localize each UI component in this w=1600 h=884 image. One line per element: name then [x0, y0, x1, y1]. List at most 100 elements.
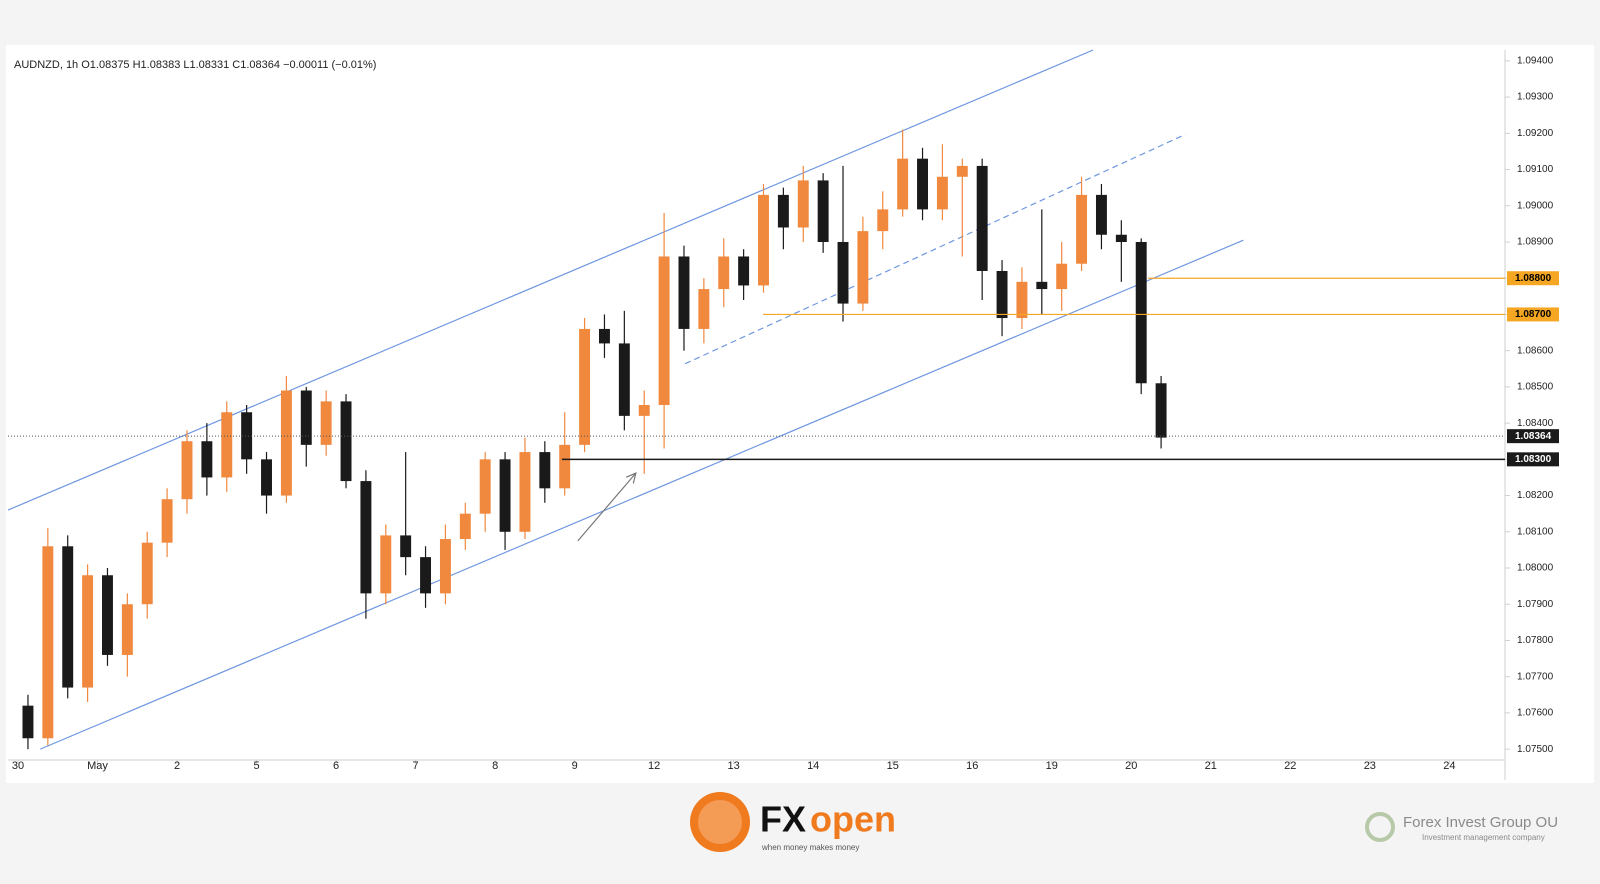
x-tick-label: 24 [1443, 760, 1455, 772]
candle-body [400, 535, 412, 558]
y-tick-label: 1.09200 [1517, 128, 1554, 139]
chart-panel [6, 45, 1594, 783]
x-tick-label: 21 [1205, 760, 1217, 772]
candle-body [82, 575, 94, 688]
last-price-box [1507, 429, 1559, 444]
candle-body [976, 165, 988, 271]
logo-fx: FX [760, 799, 806, 840]
candle-body [360, 481, 372, 594]
trendline [7, 49, 1094, 511]
arrow [577, 473, 636, 542]
x-tick-label: 15 [887, 760, 899, 772]
last-price-label: 1.08364 [1515, 431, 1552, 442]
y-tick-label: 1.09300 [1517, 92, 1554, 103]
candle-body [857, 231, 869, 304]
company: Forex Invest Group OU Investment managem… [1365, 812, 1558, 842]
y-tick-label: 1.08900 [1517, 237, 1554, 248]
x-tick-label: 23 [1364, 760, 1376, 772]
candle-body [141, 542, 153, 605]
candle-body [837, 241, 849, 304]
y-tick-label: 1.07600 [1517, 708, 1554, 719]
level-label: 1.08300 [1515, 454, 1552, 465]
candle-body [221, 412, 233, 478]
level-label-box [1507, 452, 1559, 467]
y-tick-label: 1.08400 [1517, 418, 1554, 429]
company-icon [1365, 812, 1395, 842]
candle-body [380, 535, 392, 594]
candle-body [559, 444, 571, 489]
candle-body [340, 401, 352, 482]
x-tick-label: 20 [1125, 760, 1137, 772]
candle-body [1036, 281, 1048, 290]
candle-body [320, 401, 332, 445]
candle-body [439, 539, 451, 594]
candle-body [499, 459, 511, 532]
candle-body [62, 546, 74, 688]
y-tick-label: 1.08200 [1517, 490, 1554, 501]
candle-body [996, 270, 1008, 319]
plot-area [7, 49, 1244, 750]
candle-body [797, 180, 809, 228]
candle-body [718, 256, 730, 290]
level-label-box [1507, 307, 1559, 322]
candle-body [936, 176, 948, 210]
y-tick-label: 1.09000 [1517, 200, 1554, 211]
candle-body [261, 459, 272, 496]
candle-body [201, 441, 213, 478]
candle-body [777, 194, 789, 228]
candle-body [479, 459, 491, 514]
candle-body [280, 390, 292, 496]
candle-body [618, 343, 630, 416]
candle-body [1076, 194, 1088, 264]
logo-emblem [690, 792, 750, 852]
x-tick-label: 19 [1046, 760, 1058, 772]
candle-body [917, 158, 928, 210]
candle-body [1135, 241, 1147, 384]
candle-body [420, 557, 432, 594]
candle-body [1016, 281, 1028, 319]
x-tick-label: 16 [966, 760, 978, 772]
candle-body [758, 194, 769, 286]
y-tick-label: 1.07700 [1517, 671, 1554, 682]
candle-body [877, 209, 889, 232]
logo-open: open [810, 799, 896, 840]
x-tick-label: 22 [1284, 760, 1296, 772]
y-tick-label: 1.09400 [1517, 56, 1554, 67]
candle-body [539, 452, 551, 489]
x-tick-label: 6 [333, 760, 339, 772]
y-tick-label: 1.09100 [1517, 164, 1554, 175]
candle-body [181, 441, 193, 500]
candle-body [897, 158, 909, 210]
candle-body [161, 499, 173, 543]
candle-body [738, 256, 750, 286]
candle-body [658, 256, 670, 405]
candle-body [1095, 194, 1107, 235]
candle-body [817, 180, 829, 242]
y-tick-label: 1.08000 [1517, 563, 1554, 574]
x-tick-label: 30 [12, 760, 24, 772]
x-tick-label: 7 [413, 760, 419, 772]
y-tick-label: 1.08100 [1517, 526, 1554, 537]
candle-body [678, 256, 690, 329]
candle-body [519, 452, 531, 532]
level-label: 1.08700 [1515, 309, 1552, 320]
y-tick-label: 1.08600 [1517, 345, 1554, 356]
y-tick-label: 1.07500 [1517, 744, 1554, 755]
x-tick-label: 2 [174, 760, 180, 772]
x-tick-label: 5 [254, 760, 260, 772]
x-tick-label: 13 [728, 760, 740, 772]
candle-body [22, 705, 34, 739]
candle-body [956, 165, 968, 177]
candle-body [638, 405, 650, 416]
x-tick-label: 12 [648, 760, 660, 772]
candle-body [300, 390, 312, 445]
x-tick-label: 9 [572, 760, 578, 772]
candle-body [459, 513, 471, 540]
level-label-box [1507, 271, 1559, 286]
y-tick-label: 1.07900 [1517, 599, 1554, 610]
logo: FX open when money makes money [690, 792, 896, 852]
logo-emblem-inner [698, 800, 742, 844]
y-tick-label: 1.08500 [1517, 382, 1554, 393]
